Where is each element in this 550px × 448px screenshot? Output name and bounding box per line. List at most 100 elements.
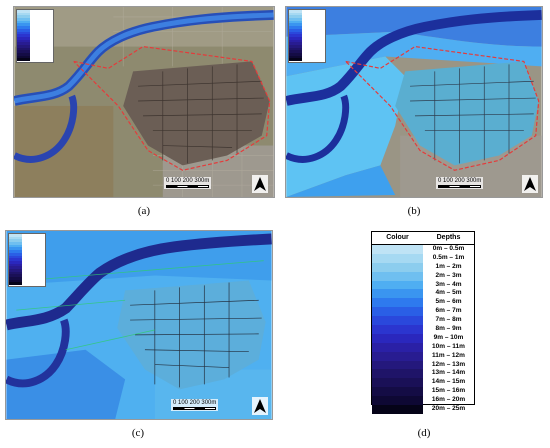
legend-header: Colour Depths <box>372 232 474 245</box>
legend-item: 9m – 10m <box>372 333 474 343</box>
legend-item: 20m – 25m <box>372 405 474 414</box>
mini-legend-swatch <box>289 23 325 27</box>
mini-legend-swatch <box>17 36 53 40</box>
legend-label: 20m – 25m <box>431 405 466 413</box>
legend-swatch <box>372 378 423 388</box>
legend-swatch <box>372 271 423 281</box>
mini-legend-swatch <box>9 234 45 237</box>
map-c-image <box>6 231 272 419</box>
legend-label: 2m – 3m <box>435 271 462 279</box>
caption-b: (b) <box>407 205 421 217</box>
legend-label: 1m – 2m <box>435 262 462 270</box>
legend-header-colour: Colour <box>386 234 409 241</box>
mini-legend-swatch <box>17 42 53 45</box>
legend-item: 10m – 11m <box>372 342 474 352</box>
mini-legend-swatch <box>17 28 53 32</box>
mini-legend-swatch <box>289 53 325 56</box>
legend-swatch <box>372 280 423 290</box>
mini-legend-swatch <box>17 12 53 16</box>
legend-item: 5m – 6m <box>372 298 474 308</box>
mini-legend-swatch <box>17 39 53 43</box>
mini-legend-swatch <box>9 236 45 240</box>
mini-legend-swatch <box>289 10 325 13</box>
mini-legend-swatch <box>9 271 45 275</box>
mini-legend-swatch <box>289 36 325 40</box>
legend-item: 12m – 13m <box>372 360 474 370</box>
mini-legend-swatch <box>289 28 325 32</box>
mini-legend-swatch <box>17 58 53 62</box>
legend-label: 0m – 0.5m <box>432 245 465 252</box>
mini-legend-swatch <box>17 10 53 13</box>
mini-legend-swatch <box>9 274 45 277</box>
legend-label: 12m – 13m <box>431 360 466 368</box>
mini-legend-swatch <box>9 268 45 272</box>
mini-legend-swatch <box>289 55 325 59</box>
mini-legend-b <box>288 9 326 63</box>
legend-swatch <box>372 396 423 406</box>
legend-item: 8m – 9m <box>372 325 474 334</box>
legend-swatch <box>372 369 423 379</box>
mini-legend-swatch <box>289 20 325 24</box>
mini-legend-swatch <box>9 250 45 253</box>
legend-item: 15m – 16m <box>372 387 474 397</box>
legend-label: 10m – 11m <box>432 342 465 350</box>
north-arrow-icon <box>252 397 268 415</box>
legend-label: 5m – 6m <box>435 298 462 306</box>
mini-legend-swatch <box>17 20 53 24</box>
mini-legend-swatch <box>17 23 53 27</box>
mini-legend-swatch <box>289 47 325 51</box>
mini-legend-swatch <box>9 258 45 261</box>
mini-legend-swatch <box>289 15 325 19</box>
scale-bar-c: 0 100 200 300m <box>171 399 219 411</box>
legend-label: 11m – 12m <box>432 351 465 359</box>
legend-item: 6m – 7m <box>372 307 474 317</box>
legend-label: 13m – 14m <box>431 369 466 377</box>
mini-legend-swatch <box>9 277 45 280</box>
mini-legend-swatch <box>9 266 45 269</box>
mini-legend-swatch <box>17 34 53 37</box>
legend-item: 0m – 0.5m <box>372 245 474 254</box>
legend-item: 13m – 14m <box>372 369 474 379</box>
mini-legend-swatch <box>17 44 53 48</box>
mini-legend-swatch <box>289 26 325 29</box>
legend-swatch <box>372 245 423 254</box>
mini-legend-swatch <box>9 242 45 245</box>
mini-legend-a <box>16 9 54 63</box>
mini-legend-swatch <box>9 279 45 283</box>
legend-label: 8m – 9m <box>435 325 462 333</box>
legend-swatch <box>372 360 423 370</box>
legend-swatch <box>372 262 423 272</box>
depth-legend: Colour Depths 0m – 0.5m 0.5m – 1m 1m – 2m 2… <box>371 231 475 414</box>
legend-swatch <box>372 253 423 263</box>
legend-label: 15m – 16m <box>431 387 466 395</box>
legend-swatch <box>372 316 423 326</box>
map-a-image <box>14 7 274 197</box>
legend-label: 0.5m – 1m <box>432 253 465 261</box>
scale-bar-b: 0 100 200 300m <box>436 177 484 189</box>
legend-swatch <box>372 289 423 299</box>
legend-item: 0.5m – 1m <box>372 253 474 263</box>
map-panel-b: 0 100 200 300m <box>285 6 543 198</box>
caption-a: (a) <box>137 205 151 217</box>
legend-item: 3m – 4m <box>372 280 474 290</box>
north-arrow-icon <box>522 175 538 193</box>
legend-item: 11m – 12m <box>372 351 474 361</box>
legend-swatch <box>372 307 423 317</box>
legend-item: 14m – 15m <box>372 378 474 388</box>
scale-bar-a: 0 100 200 300m <box>164 177 212 189</box>
legend-label: 16m – 20m <box>431 396 466 404</box>
mini-legend-swatch <box>289 44 325 48</box>
mini-legend-swatch <box>289 18 325 21</box>
mini-legend-swatch <box>17 31 53 35</box>
mini-legend-swatch <box>289 58 325 62</box>
map-panel-c: 0 100 200 300m <box>5 230 273 420</box>
legend-label: 3m – 4m <box>435 280 462 288</box>
mini-legend-swatch <box>9 263 45 267</box>
mini-legend-swatch <box>17 53 53 56</box>
mini-legend-swatch <box>17 50 53 53</box>
map-panel-a: 0 100 200 300m <box>13 6 275 198</box>
legend-label: 7m – 8m <box>435 316 462 324</box>
legend-swatch <box>372 405 423 414</box>
mini-legend-swatch <box>289 42 325 45</box>
legend-swatch <box>372 333 423 343</box>
